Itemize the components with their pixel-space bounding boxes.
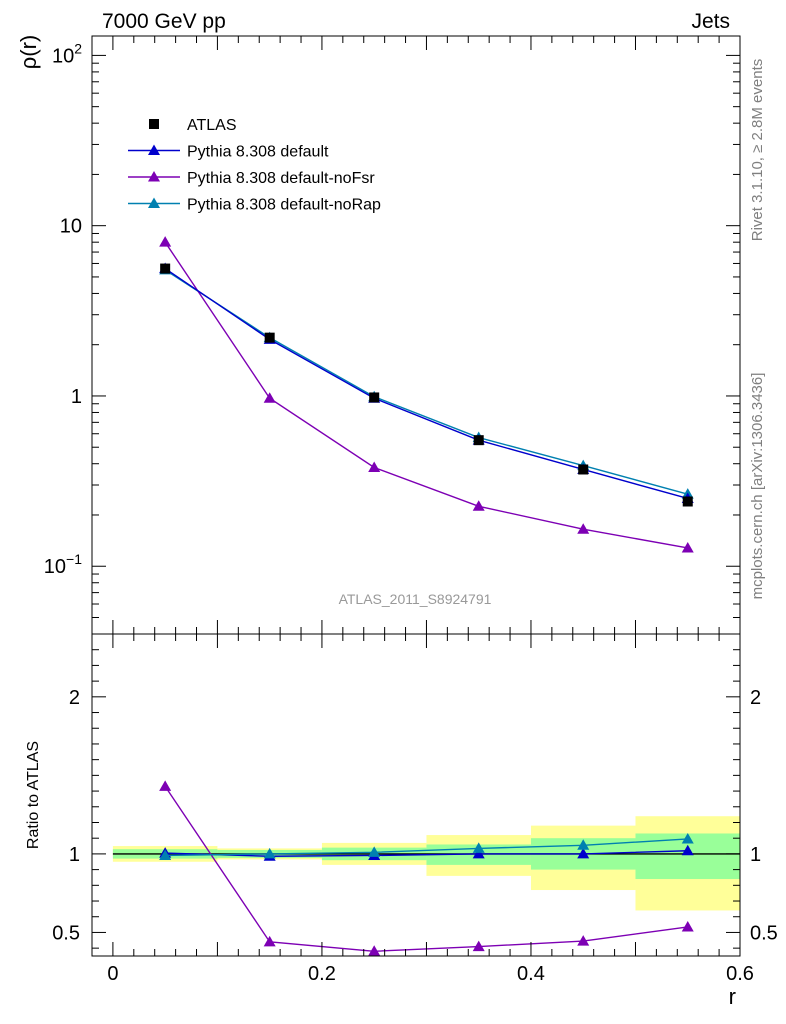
legend-label-pythia-8-308-default-norap: Pythia 8.308 default-noRap: [187, 197, 381, 214]
ratio-y-tick-label: 0.5: [52, 922, 80, 944]
ratio-point-pythia-8-308-default-norap: [577, 839, 590, 850]
legend-label-pythia-8-308-default-nofsr: Pythia 8.308 default-noFsr: [187, 170, 375, 187]
ratio-point-pythia-8-308-default: [472, 847, 485, 859]
ratio-line-pythia-8-308-default: [165, 850, 688, 857]
x-tick-label: 0: [107, 963, 118, 985]
header-right-label: Jets: [691, 10, 730, 33]
legend-marker-pythia-8-308-default-nofsr: [148, 171, 160, 182]
ratio-frame: [91, 633, 741, 957]
ratio-line-pythia-8-308-default-norap: [165, 838, 688, 857]
mcplots-label: mcplots.cern.ch [arXiv:1306.3436]: [749, 373, 766, 600]
main-y-tick-label: 10−1: [44, 551, 82, 578]
ratio-point-pythia-8-308-default: [681, 844, 694, 856]
ratio-point-pythia-8-308-default-norap: [368, 846, 381, 857]
main-point-pythia-8-308-default-nofsr: [263, 392, 276, 403]
ratio-y-tick-label-right: 2: [750, 687, 761, 709]
legend-label-atlas: ATLAS: [187, 117, 237, 134]
ratio-point-pythia-8-308-default-nofsr: [472, 940, 485, 952]
main-point-pythia-8-308-default-nofsr: [577, 523, 590, 534]
ratio-point-pythia-8-308-default-nofsr: [577, 935, 590, 946]
header-left-label: 7000 GeV pp: [102, 10, 226, 33]
ratio-point-pythia-8-308-default-norap: [263, 847, 276, 859]
ratio-point-pythia-8-308-default-norap: [472, 842, 485, 853]
main-point-atlas: [160, 263, 171, 274]
main-point-pythia-8-308-default-nofsr: [681, 541, 694, 553]
main-y-axis-label: ρ(r): [16, 35, 41, 70]
ratio-point-pythia-8-308-default-nofsr: [681, 920, 694, 932]
main-point-atlas: [264, 332, 275, 343]
main-point-atlas: [473, 435, 484, 446]
ratio-point-pythia-8-308-default: [577, 847, 590, 859]
analysis-label: ATLAS_2011_S8924791: [339, 591, 492, 607]
main-point-atlas: [682, 496, 693, 507]
ratio-point-pythia-8-308-default-nofsr: [263, 935, 276, 947]
main-point-pythia-8-308-default-nofsr: [368, 461, 381, 473]
main-point-pythia-8-308-default-nofsr: [159, 236, 172, 247]
ratio-point-pythia-8-308-default-norap: [681, 832, 694, 844]
legend-marker-atlas: [149, 119, 159, 129]
ratio-y-tick-label-right: 1: [750, 844, 761, 866]
legend-marker-pythia-8-308-default-norap: [148, 197, 160, 208]
ratio-y-tick-label-right: 0.5: [750, 922, 778, 944]
main-point-atlas: [578, 464, 589, 475]
ratio-y-tick-label: 1: [69, 844, 80, 866]
x-tick-label: 0.2: [308, 963, 336, 985]
main-y-tick-label: 102: [52, 40, 82, 67]
x-axis-label: r: [729, 984, 736, 1009]
main-line-pythia-8-308-default-nofsr: [164, 241, 688, 549]
legend-marker-pythia-8-308-default: [148, 144, 160, 155]
main-line-pythia-8-308-default: [164, 267, 688, 500]
main-y-tick-label: 10: [60, 216, 82, 238]
ratio-point-pythia-8-308-default-nofsr: [368, 945, 381, 956]
x-tick-label: 0.4: [517, 963, 545, 985]
ratio-panel: 0.5 0.5 1 1 2 2 0 0.2 0.4 0.6 Ratio to ATLAS r: [25, 633, 778, 1009]
ratio-y-axis-label: Ratio to ATLAS: [25, 741, 42, 849]
main-y-tick-label: 1: [71, 386, 82, 408]
ratio-point-pythia-8-308-default-norap: [159, 849, 172, 860]
legend: ATLAS Pythia 8.308 default Pythia 8.308 de…: [128, 117, 381, 214]
main-line-pythia-8-308-default-norap: [164, 269, 688, 495]
ratio-point-pythia-8-308-default-nofsr: [159, 780, 172, 791]
main-panel: 10−1 1 10 102 7000 GeV pp Jets ρ(r) ATLAS_2…: [16, 10, 741, 635]
main-point-pythia-8-308-default-nofsr: [472, 500, 485, 511]
legend-label-pythia-8-308-default: Pythia 8.308 default: [187, 144, 329, 161]
main-point-atlas: [369, 392, 380, 403]
ratio-y-tick-label: 2: [69, 687, 80, 709]
x-tick-label: 0.6: [726, 963, 754, 985]
rivet-label: Rivet 3.1.10, ≥ 2.8M events: [749, 59, 766, 242]
